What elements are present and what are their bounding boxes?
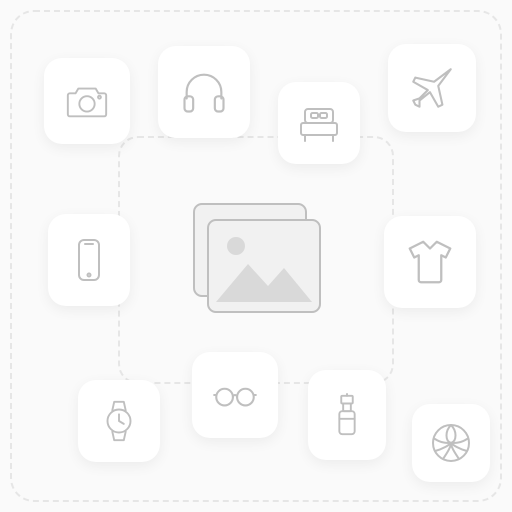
category-tile-watch[interactable] [78,380,160,462]
airplane-icon [407,63,457,113]
spray-bottle-icon [324,392,370,438]
category-tile-volleyball[interactable] [412,404,490,482]
bed-icon [295,99,343,147]
watch-icon [96,398,142,444]
category-tile-headphones[interactable] [158,46,250,138]
category-tile-glasses[interactable] [192,352,278,438]
category-tile-camera[interactable] [44,58,130,144]
category-tile-smartphone[interactable] [48,214,130,306]
glasses-icon [210,370,260,420]
volleyball-icon [427,419,475,467]
category-tile-tshirt[interactable] [384,216,476,308]
tshirt-icon [403,235,457,289]
image-placeholder-icon [186,198,326,318]
category-tile-spray-bottle[interactable] [308,370,386,460]
headphones-icon [178,66,230,118]
category-tile-airplane[interactable] [388,44,476,132]
category-tile-bed[interactable] [278,82,360,164]
camera-icon [64,78,110,124]
smartphone-icon [65,236,113,284]
